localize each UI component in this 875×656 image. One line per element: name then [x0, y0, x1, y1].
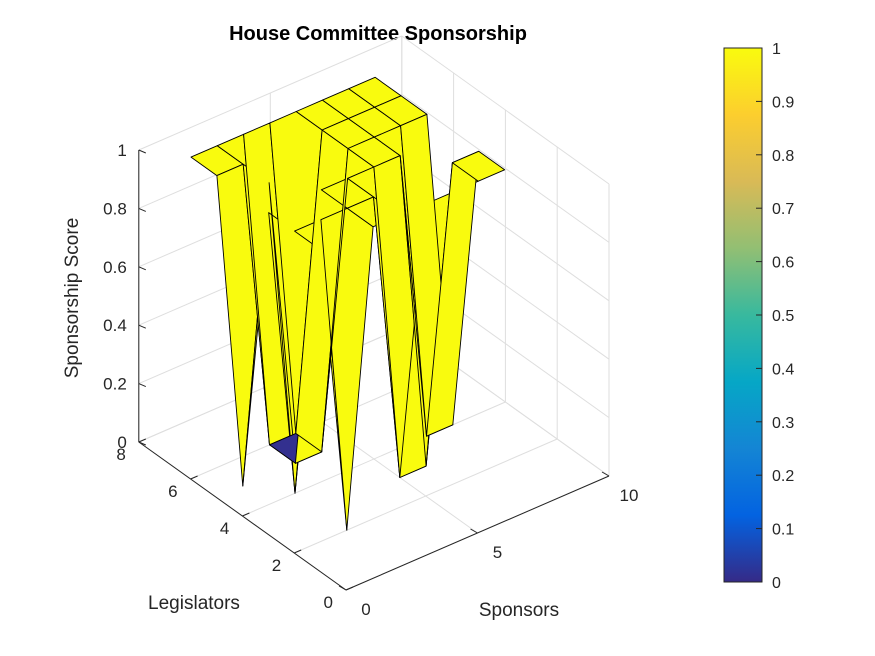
colorbar-tick-label: 0 — [772, 575, 781, 592]
y-tick-label: 0 — [324, 593, 333, 612]
z-tick-mark — [138, 149, 146, 154]
colorbar-tick-label: 0.4 — [772, 361, 794, 378]
y-tick-label: 6 — [168, 482, 177, 501]
x-tick-label: 10 — [620, 486, 639, 505]
colorbar: 0 0.1 0.2 0.3 0.4 0.5 0.6 0.7 0.8 0.9 1 — [723, 41, 794, 592]
x-tick-mark — [470, 528, 478, 534]
y-tick-mark — [294, 549, 302, 554]
colorbar-tick-label: 0.1 — [772, 522, 794, 539]
z-tick-label: 0 — [117, 433, 126, 452]
colorbar-tick-label: 0.6 — [772, 255, 794, 272]
grid-line — [401, 93, 610, 243]
colorbar-tick-label: 1 — [772, 41, 781, 58]
y-tick-mark — [138, 438, 146, 443]
z-axis-label: Sponsorship Score — [62, 218, 83, 379]
z-tick-label: 0.6 — [103, 258, 127, 277]
chart-title: House Committee Sponsorship — [229, 23, 527, 45]
colorbar-tick-label: 0.2 — [772, 468, 794, 485]
z-tick-mark — [138, 324, 146, 329]
z-tick-mark — [138, 383, 146, 388]
x-tick-label: 0 — [361, 600, 370, 619]
z-tick-label: 0.8 — [103, 199, 127, 218]
colorbar-gradient — [723, 47, 763, 583]
colorbar-tick-label: 0.5 — [772, 308, 794, 325]
surface-plot — [190, 76, 506, 531]
y-tick-label: 8 — [116, 445, 125, 464]
grid-line — [138, 35, 402, 151]
x-tick-mark — [601, 471, 610, 477]
colorbar-tick-label: 0.8 — [772, 148, 794, 165]
y-tick-label: 4 — [220, 519, 229, 538]
z-tick-label: 1 — [117, 141, 126, 160]
colorbar-tick-label: 0.3 — [772, 415, 794, 432]
grid-line — [294, 438, 558, 554]
z-tick-label: 0.4 — [103, 316, 127, 335]
y-tick-label: 2 — [272, 556, 281, 575]
x-axis-label: Sponsors — [479, 600, 559, 621]
z-tick-label: 0.2 — [103, 375, 127, 394]
y-tick-mark — [190, 475, 198, 480]
colorbar-tick-label: 0.7 — [772, 201, 794, 218]
grid-line — [401, 152, 610, 302]
z-tick-mark — [138, 207, 146, 212]
y-tick-mark — [242, 512, 250, 517]
y-axis-label: Legislators — [148, 593, 240, 614]
x-tick-mark — [338, 585, 347, 591]
grid-line — [401, 35, 610, 185]
colorbar-tick-label: 0.9 — [772, 94, 794, 111]
grid-line — [242, 401, 506, 517]
z-tick-mark — [138, 266, 146, 271]
x-tick-label: 5 — [493, 543, 502, 562]
surface-patch — [451, 150, 506, 182]
